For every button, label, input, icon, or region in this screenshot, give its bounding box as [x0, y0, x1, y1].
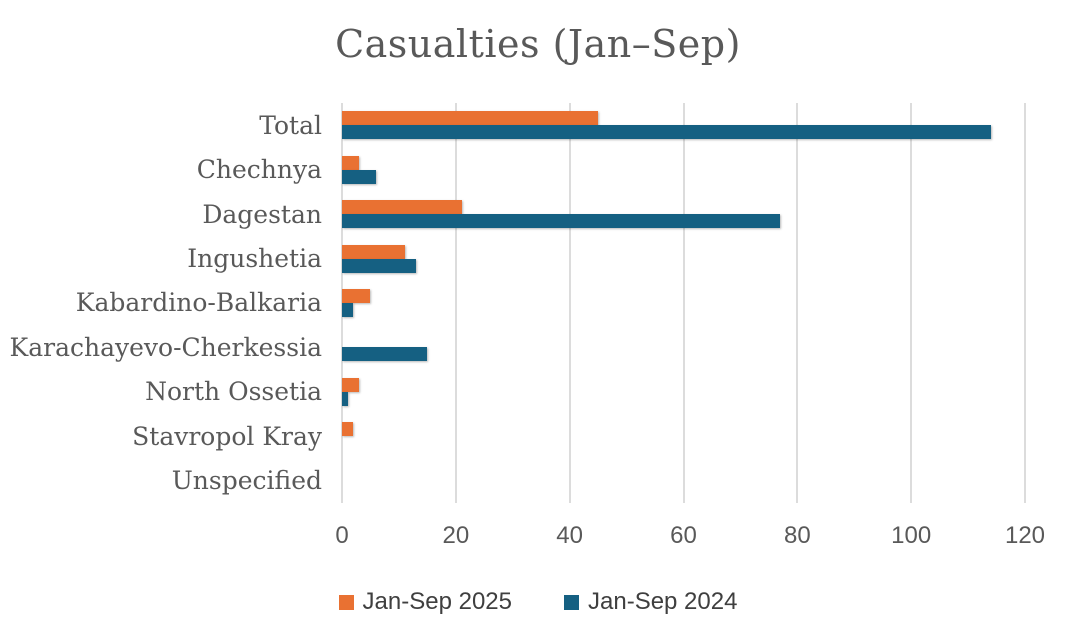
bar-jan-sep-2025	[342, 244, 405, 259]
plot-area	[341, 103, 1026, 503]
category-label: Stavropol Kray	[132, 421, 322, 451]
bar-row	[342, 325, 1025, 369]
category-label: Kabardino-Balkaria	[75, 288, 322, 318]
category-label: Ingushetia	[187, 244, 322, 274]
x-axis-tick-label: 60	[670, 522, 697, 549]
bar-jan-sep-2024	[342, 391, 348, 406]
legend-item-jan-sep-2024: Jan-Sep 2024	[564, 588, 737, 616]
x-axis-tick-label: 20	[442, 522, 470, 549]
bar-jan-sep-2025	[342, 288, 371, 303]
category-label: Total	[259, 110, 322, 140]
x-axis: 0 20 40 60 80 100 120	[335, 522, 1045, 552]
bar-jan-sep-2024	[342, 214, 781, 229]
category-label: Chechnya	[196, 155, 322, 185]
bar-rows-container	[342, 103, 1025, 503]
x-axis-tick-label: 40	[556, 522, 584, 549]
bar-jan-sep-2025	[342, 377, 360, 392]
legend-swatch-jan-sep-2024-icon	[564, 594, 579, 610]
chart-title: Casualties (Jan–Sep)	[335, 22, 741, 66]
legend-label-jan-sep-2025: Jan-Sep 2025	[362, 588, 512, 615]
bar-jan-sep-2024	[342, 258, 416, 273]
x-axis-tick-label: 0	[335, 522, 349, 549]
category-axis-labels: Total Chechnya Dagestan Ingushetia Kabardino…	[0, 103, 332, 503]
bar-row	[342, 236, 1025, 280]
bar-row	[342, 192, 1025, 236]
bar-jan-sep-2025	[342, 422, 354, 437]
bar-jan-sep-2025	[342, 111, 599, 126]
category-label: Karachayevo-Cherkessia	[9, 332, 322, 362]
gridline	[568, 103, 571, 503]
legend-item-jan-sep-2025: Jan-Sep 2025	[338, 588, 512, 616]
gridline	[910, 103, 913, 503]
category-label: Dagestan	[202, 199, 322, 229]
bar-jan-sep-2024	[342, 347, 428, 362]
bar-jan-sep-2024	[342, 169, 377, 184]
gridline	[454, 103, 457, 503]
category-label: North Ossetia	[145, 377, 322, 407]
x-axis-tick-label: 100	[891, 522, 932, 549]
legend-swatch-jan-sep-2025-icon	[338, 594, 354, 610]
gridline	[1024, 103, 1026, 503]
legend-label-jan-sep-2024: Jan-Sep 2024	[588, 588, 738, 615]
gridline	[796, 103, 799, 503]
bar-jan-sep-2025	[342, 200, 462, 215]
x-axis-tick-label: 80	[783, 522, 811, 549]
bar-jan-sep-2024	[342, 125, 991, 140]
bar-row	[342, 147, 1025, 191]
gridline	[682, 103, 685, 503]
bar-row	[342, 103, 1025, 147]
bar-row	[342, 414, 1025, 458]
bar-row	[342, 459, 1025, 503]
legend: Jan-Sep 2025 Jan-Sep 2024	[0, 588, 1076, 616]
bar-jan-sep-2025	[342, 155, 360, 170]
category-label: Unspecified	[171, 466, 322, 496]
bar-row	[342, 281, 1025, 325]
x-axis-tick-label: 120	[1004, 522, 1046, 549]
bar-row	[342, 370, 1025, 414]
bar-jan-sep-2024	[342, 302, 354, 317]
